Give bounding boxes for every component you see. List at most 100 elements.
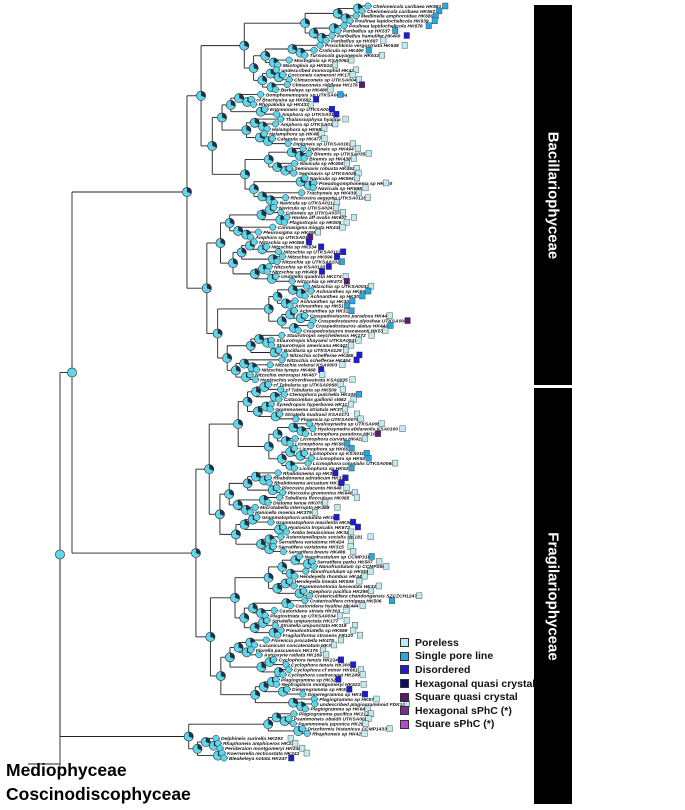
leaf-node — [265, 479, 273, 487]
leaf-node — [286, 164, 293, 172]
node-pie-slice — [282, 562, 287, 569]
leaf-node — [246, 508, 254, 516]
leaf-label: Caloneis sp UTKSA0376 — [286, 210, 343, 216]
leaf-node — [269, 223, 277, 231]
leaf-node — [275, 346, 283, 354]
leaf-node — [291, 435, 299, 442]
node-pie-slice — [305, 18, 310, 25]
leaf-label: Catenula sp HK477 — [277, 137, 322, 143]
leaf-swatch — [367, 533, 374, 541]
leaf-swatch — [373, 695, 380, 703]
leaf-swatch — [339, 361, 346, 368]
leaf-node — [250, 238, 258, 246]
leaf-label: Thalassiophysa hyalina — [286, 117, 341, 123]
leaf-swatch — [348, 341, 355, 349]
leaf-label: Pseudostriatella sp HK659 — [286, 628, 348, 634]
leaf-node — [220, 754, 228, 762]
node-pie-slice — [268, 441, 274, 449]
leaf-node — [301, 312, 309, 320]
node-pie-slice — [254, 118, 260, 125]
leaf-label: Nitzschia sp HK696 — [287, 255, 332, 261]
leaf-label: Amphora sp UTKSA0115 — [254, 235, 313, 241]
leaf-label: Craticula sp HK490 — [319, 48, 364, 54]
leaf-swatch — [338, 258, 345, 265]
leaf-label: Paribellus hamulifer HK400 — [337, 33, 401, 39]
leaf-swatch — [354, 410, 360, 418]
node-pie-slice — [257, 406, 263, 414]
leaf-node — [307, 454, 315, 462]
legend-item: Hexagonal quasi crystal — [400, 677, 550, 691]
leaf-node — [290, 169, 298, 177]
leaf-swatch — [383, 179, 390, 187]
leaf-node — [279, 523, 287, 531]
leaf-swatch — [404, 317, 411, 324]
leaf-swatch — [359, 292, 366, 300]
leaf-node — [276, 410, 284, 418]
leaf-swatch — [337, 91, 344, 98]
leaf-label: Bleakeleya notata HK247 — [229, 756, 287, 762]
leaf-label: Nanofrustulum sp CCMP3165 — [304, 554, 373, 560]
node-pie-slice — [229, 218, 235, 225]
leaf-node — [246, 371, 254, 379]
leaf-label: Serratifera variatoma HK424 — [279, 540, 345, 546]
leaf-node — [311, 700, 319, 708]
leaf-node — [290, 710, 298, 718]
leaf-swatch — [359, 81, 365, 88]
leaf-swatch — [305, 238, 312, 246]
leaf-swatch — [336, 612, 343, 619]
leaf-label: Grammonema striatula HK371 — [275, 407, 345, 413]
leaf-node — [251, 376, 259, 383]
legend: Poreless Single pore line Disordered Hexago… — [400, 636, 550, 731]
node-pie-slice — [206, 283, 212, 290]
node-pie-slice — [292, 285, 298, 292]
leaf-swatch — [339, 386, 346, 393]
leaf-swatch — [401, 42, 408, 49]
leaf-label: Plagiogramma sp HK324 — [281, 677, 339, 683]
leaf-label: Rhopalodia sp HK433 — [259, 102, 310, 108]
leaf-label: Striatella unipunctata HK318 — [280, 623, 347, 629]
leaf-swatch — [288, 754, 295, 762]
node-pie — [55, 549, 65, 560]
leaf-node — [310, 46, 318, 54]
node-pie-slice — [244, 358, 249, 366]
leaf-label: Amba tenuissimus HK346 — [290, 530, 351, 536]
leaf-node — [301, 705, 309, 713]
leaf-label: Nitzschia sp UTKSA0032 — [311, 284, 369, 290]
leaf-label: Plagiogramma pacifica HK212 — [299, 712, 369, 718]
legend-label: Square sPhC (*) — [415, 718, 495, 731]
leaf-node — [300, 587, 308, 595]
node-pie-slice — [220, 238, 225, 245]
leaf-swatch — [364, 194, 371, 201]
node-pie-slice — [262, 75, 267, 82]
leaf-swatch — [348, 464, 355, 472]
leaf-swatch — [346, 685, 353, 693]
leaf-label: Synedropsis hyperborea HK117 — [276, 402, 350, 408]
leaf-swatch — [329, 106, 336, 113]
leaf-label: Neofragilaria montgomeryi HK521 — [281, 682, 360, 688]
leaf-node — [302, 282, 310, 290]
leaf-node — [340, 22, 348, 30]
leaf-node — [276, 494, 284, 501]
bacillariophyceae-label: Bacillariophyceae — [544, 131, 562, 259]
node-pie-slice — [229, 652, 235, 659]
leaf-swatch — [365, 47, 372, 54]
node-pie-slice — [253, 63, 259, 70]
leaf-label: Pleurosigma sp HK495 — [263, 230, 316, 236]
leaf-label: Diploneis sp UTKSA0161 — [293, 142, 351, 148]
leaf-node — [272, 272, 280, 280]
leaf-node — [299, 690, 307, 698]
leaf-swatch — [327, 86, 334, 93]
leaf-label: Navicula sp UTKSA0247 — [279, 205, 336, 211]
leaf-node — [273, 484, 281, 492]
leaf-node — [299, 145, 307, 152]
leaf-label: Drizoformis histanicus CCMP1433 — [307, 726, 387, 732]
leaf-swatch — [343, 607, 350, 614]
node-pie-slice — [270, 68, 276, 76]
node-pie-slice — [268, 719, 273, 726]
leaf-label: Psammoneis japonica HK299 — [298, 721, 366, 727]
leaf-swatch — [343, 278, 350, 285]
leaf-swatch — [322, 499, 329, 506]
leaf-node — [250, 641, 258, 649]
leaf-swatch — [355, 337, 362, 344]
legend-item: Hexagonal sPhC (*) — [400, 704, 550, 718]
